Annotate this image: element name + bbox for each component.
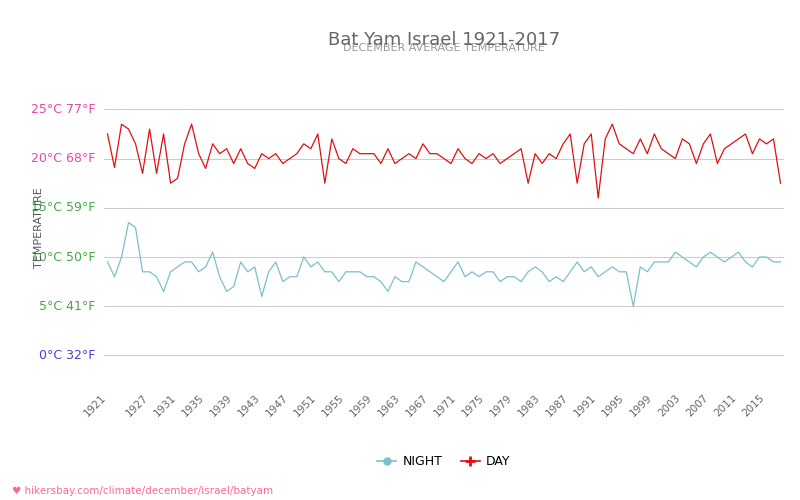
Text: TEMPERATURE: TEMPERATURE: [34, 187, 45, 268]
Text: 15°C 59°F: 15°C 59°F: [31, 202, 96, 214]
Text: 25°C 77°F: 25°C 77°F: [31, 103, 96, 116]
Text: 20°C 68°F: 20°C 68°F: [31, 152, 96, 165]
Text: 0°C 32°F: 0°C 32°F: [39, 349, 96, 362]
Legend: NIGHT, DAY: NIGHT, DAY: [373, 450, 515, 473]
Text: 5°C 41°F: 5°C 41°F: [39, 300, 96, 313]
Text: DECEMBER AVERAGE TEMPERATURE: DECEMBER AVERAGE TEMPERATURE: [343, 42, 545, 52]
Text: ♥ hikersbay.com/climate/december/israel/batyam: ♥ hikersbay.com/climate/december/israel/…: [12, 486, 273, 496]
Text: 10°C 50°F: 10°C 50°F: [31, 250, 96, 264]
Title: Bat Yam Israel 1921-2017: Bat Yam Israel 1921-2017: [328, 31, 560, 49]
